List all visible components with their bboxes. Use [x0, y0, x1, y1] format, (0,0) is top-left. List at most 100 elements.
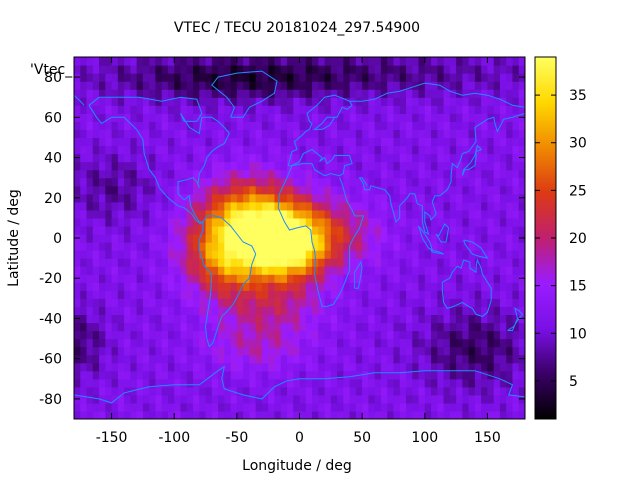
heatmap-cell	[218, 73, 225, 82]
heatmap-cell	[337, 370, 344, 380]
heatmap-cell	[393, 153, 401, 163]
heatmap-cell	[468, 314, 476, 324]
heatmap-cell	[155, 121, 163, 130]
heatmap-cell	[493, 362, 501, 372]
heatmap-cell	[387, 402, 395, 412]
heatmap-cell	[474, 274, 482, 283]
heatmap-cell	[456, 330, 463, 340]
heatmap-cell	[405, 314, 413, 324]
heatmap-cell	[111, 97, 119, 106]
heatmap-cell	[299, 113, 307, 122]
heatmap-cell	[343, 354, 351, 364]
heatmap-cell	[468, 282, 476, 291]
heatmap-cell	[193, 402, 200, 412]
heatmap-cell	[431, 282, 438, 291]
heatmap-cell	[318, 362, 326, 372]
heatmap-cell	[230, 177, 238, 187]
heatmap-cell	[117, 129, 125, 139]
heatmap-cell	[412, 282, 420, 291]
heatmap-cell	[368, 338, 376, 348]
heatmap-cell	[80, 258, 88, 267]
heatmap-cell	[293, 73, 301, 82]
heatmap-cell	[355, 137, 363, 147]
heatmap-cell	[92, 193, 100, 203]
heatmap-cell	[343, 65, 351, 74]
heatmap-cell	[456, 274, 463, 283]
heatmap-cell	[355, 258, 363, 267]
heatmap-cell	[462, 322, 470, 332]
heatmap-cell	[431, 242, 438, 251]
heatmap-cell	[493, 402, 501, 412]
heatmap-cell	[337, 322, 344, 332]
heatmap-cell	[312, 378, 319, 388]
heatmap-cell	[261, 169, 269, 179]
heatmap-cell	[362, 290, 369, 299]
heatmap-cell	[230, 354, 238, 364]
heatmap-cell	[117, 89, 125, 98]
heatmap-cell	[481, 242, 489, 251]
heatmap-cell	[349, 161, 357, 171]
heatmap-cell	[268, 81, 276, 90]
heatmap-cell	[167, 410, 175, 419]
heatmap-cell	[136, 322, 144, 332]
heatmap-cell	[299, 394, 307, 404]
heatmap-cell	[399, 137, 407, 147]
heatmap-cell	[205, 386, 213, 396]
heatmap-cell	[343, 314, 351, 324]
heatmap-cell	[124, 201, 131, 211]
heatmap-cell	[149, 354, 157, 364]
heatmap-cell	[393, 370, 401, 380]
heatmap-cell	[518, 81, 525, 90]
heatmap-cell	[193, 81, 200, 90]
heatmap-cell	[174, 209, 182, 219]
heatmap-cell	[437, 338, 445, 348]
heatmap-cell	[462, 225, 470, 235]
heatmap-cell	[299, 306, 307, 316]
heatmap-cell	[99, 57, 106, 66]
heatmap-cell	[374, 169, 382, 179]
heatmap-cell	[343, 169, 351, 179]
heatmap-cell	[481, 306, 489, 316]
heatmap-cell	[243, 386, 250, 396]
heatmap-cell	[506, 346, 514, 356]
heatmap-cell	[155, 370, 163, 380]
heatmap-cell	[487, 113, 495, 122]
heatmap-cell	[312, 290, 319, 299]
heatmap-cell	[174, 282, 182, 291]
heatmap-cell	[362, 121, 369, 130]
heatmap-cell	[274, 129, 282, 139]
heatmap-cell	[261, 137, 269, 147]
heatmap-cell	[324, 177, 332, 187]
colorbar-tick-label: 35	[569, 88, 587, 104]
heatmap-cell	[211, 217, 219, 227]
heatmap-cell	[305, 145, 313, 155]
heatmap-cell	[424, 121, 432, 130]
heatmap-cell	[393, 169, 401, 179]
heatmap-cell	[399, 65, 407, 74]
heatmap-cell	[167, 233, 175, 243]
heatmap-cell	[412, 306, 420, 316]
heatmap-cell	[418, 57, 426, 66]
heatmap-cell	[412, 145, 420, 155]
heatmap-cell	[117, 250, 125, 259]
heatmap-cell	[149, 145, 157, 155]
heatmap-cell	[362, 346, 369, 356]
heatmap-cell	[130, 354, 138, 364]
heatmap-cell	[487, 89, 495, 98]
heatmap-cell	[512, 402, 520, 412]
heatmap-cell	[512, 97, 520, 106]
x-tick-label: 0	[295, 430, 304, 446]
heatmap-cell	[99, 330, 106, 340]
heatmap-cell	[374, 290, 382, 299]
heatmap-cell	[193, 169, 200, 179]
heatmap-cell	[174, 410, 182, 419]
heatmap-cell	[443, 161, 451, 171]
heatmap-cell	[481, 217, 489, 227]
heatmap-cell	[362, 298, 369, 307]
heatmap-cell	[449, 322, 457, 332]
heatmap-cell	[161, 217, 169, 227]
heatmap-cell	[80, 73, 88, 82]
heatmap-cell	[124, 65, 131, 74]
heatmap-cell	[462, 338, 470, 348]
heatmap-cell	[462, 330, 470, 340]
